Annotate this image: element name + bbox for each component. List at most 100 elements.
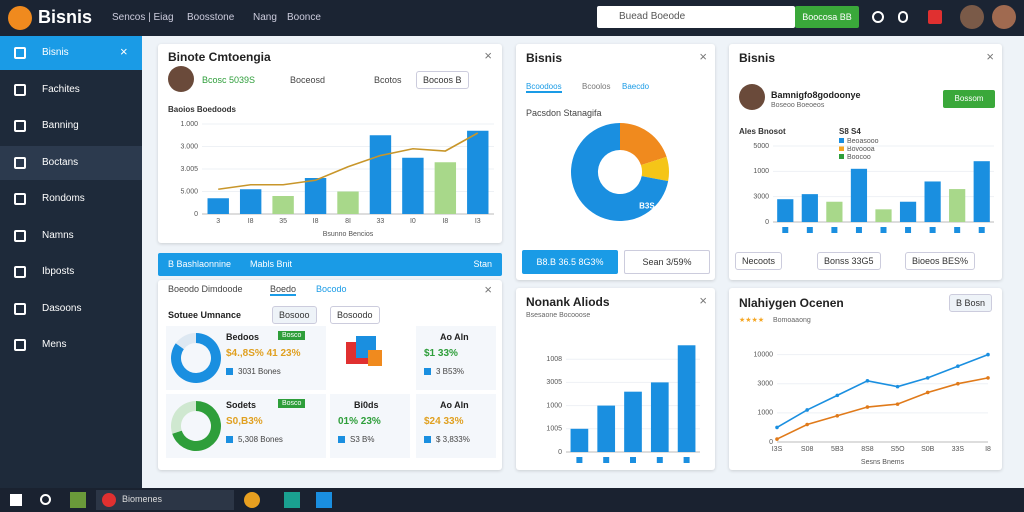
sidebar-icon <box>14 339 26 351</box>
sales-panel: Binote Cmtoengia × Bcosc 5039S Boceosd B… <box>158 44 502 243</box>
panel-title: Bisnis <box>739 51 776 65</box>
sidebar-item[interactable]: Mens <box>0 328 142 362</box>
close[interactable]: × <box>699 293 707 308</box>
banner-action[interactable]: Stan <box>473 259 492 269</box>
sidebar-item[interactable]: Banning <box>0 109 142 143</box>
nav-link[interactable]: Sencos | Eiag <box>112 12 174 23</box>
button[interactable]: B Bosn <box>949 294 993 312</box>
chip[interactable]: Bonss 33G5 <box>817 252 881 270</box>
tab[interactable]: Baecdo <box>622 82 650 91</box>
metric-label: Ao Aln <box>440 332 469 342</box>
x-tick-icon <box>782 227 789 233</box>
tab[interactable]: Boedo <box>270 284 297 296</box>
metric-cell: Bi0ds 01% 23% S3 B% <box>330 394 410 458</box>
y-tick-label: 5000 <box>753 143 769 150</box>
close[interactable]: × <box>986 49 994 64</box>
button[interactable]: Bossom <box>943 90 995 108</box>
active-app[interactable]: Biomenes <box>96 490 234 510</box>
bar <box>207 198 229 214</box>
button[interactable]: Bosooo <box>272 306 317 324</box>
chip[interactable]: Bocoos B <box>416 71 469 89</box>
sidebar-item[interactable]: Dasoons <box>0 292 142 326</box>
x-tick-label: 5B3 <box>831 446 844 453</box>
x-tick-label: I3 <box>475 218 481 225</box>
avatar[interactable] <box>992 5 1016 29</box>
x-tick-label: 8I <box>345 218 351 225</box>
search-box[interactable]: Buead Boeode <box>597 6 795 28</box>
metric-cell: Ao Aln $1 33% 3 B53% <box>416 326 496 390</box>
tab[interactable]: Bcoolos <box>582 82 611 91</box>
tab[interactable]: Bocodo <box>316 284 347 294</box>
sidebar-label: Dasoons <box>42 302 82 314</box>
sidebar-label: Boctans <box>42 156 79 168</box>
bar <box>369 135 392 214</box>
legend-label: Beoasooo <box>847 138 879 145</box>
x-tick-icon <box>954 227 961 233</box>
avatar[interactable] <box>960 5 984 29</box>
search-button[interactable]: Boocosa BB <box>795 6 859 28</box>
bar <box>597 405 616 452</box>
metric-cell: Sodets Bosco S0,B3% 5,308 Bones <box>166 394 326 458</box>
metric-value: $4.,8S% 41 23% <box>226 348 301 359</box>
chip[interactable]: Bioeos BES% <box>905 252 976 270</box>
search-icon[interactable] <box>40 494 51 505</box>
close[interactable]: × <box>484 48 492 63</box>
users-panel: Bisnis × Bamnigfo8godoonye Boseoo Boeoeo… <box>729 44 1002 280</box>
app-icon[interactable] <box>70 492 86 508</box>
metric-label: Bedoos <box>226 332 260 342</box>
legend-swatch <box>839 146 844 151</box>
metric-cell: Ao Aln $24 33% $ 3,833% <box>416 394 496 458</box>
notification[interactable] <box>928 10 942 24</box>
button[interactable]: B8.B 36.5 8G3% <box>522 250 618 274</box>
bar <box>801 194 818 222</box>
close[interactable]: × <box>120 44 128 59</box>
start-button[interactable] <box>10 494 22 506</box>
rank-panel: Nonank Aliods × Bsesaone Bocooose 0 1005 1… <box>516 288 715 470</box>
sidebar-icon <box>14 302 26 315</box>
app-icon[interactable] <box>244 492 260 508</box>
panel-title: Nlahiygen Ocenen <box>739 296 844 310</box>
nav-link[interactable]: Boonce <box>287 12 321 23</box>
app-title: Biomenes <box>122 494 163 504</box>
sidebar-item[interactable]: Bisnis × <box>0 36 142 70</box>
y-tick-label: 1000 <box>546 402 562 409</box>
icon[interactable] <box>898 11 908 23</box>
app-icon[interactable] <box>284 492 300 508</box>
search-placeholder: Buead Boeode <box>619 11 686 22</box>
bar <box>650 382 669 452</box>
nav-link[interactable]: Nang <box>253 12 277 23</box>
button[interactable]: Bosoodo <box>330 306 380 324</box>
close[interactable]: × <box>699 49 707 64</box>
pie-slice <box>640 156 669 182</box>
nav-link[interactable]: Boosstone <box>187 12 235 23</box>
legend-label: Bovoooa <box>847 146 875 153</box>
sidebar-item[interactable]: Boctans <box>0 145 142 180</box>
icon[interactable] <box>872 11 884 23</box>
user-sub: Boseoo Boeoeos <box>771 102 825 109</box>
app-icon[interactable] <box>316 492 332 508</box>
x-tick-label: I3S <box>772 446 783 453</box>
sidebar-item[interactable]: Rondoms <box>0 182 142 216</box>
sidebar-item[interactable]: Namns <box>0 219 142 253</box>
line <box>218 132 479 191</box>
bar <box>272 196 294 214</box>
sidebar-item[interactable]: Ibposts <box>0 255 142 289</box>
sidebar-item[interactable]: Fachites <box>0 73 142 107</box>
metric-value: $24 33% <box>424 416 464 427</box>
panel-title: Binote Cmtoengia <box>168 50 271 64</box>
x-tick-label: I8 <box>985 446 991 453</box>
legend-swatch <box>839 138 844 143</box>
button[interactable]: Sean 3/59% <box>624 250 710 274</box>
sidebar-icon <box>14 120 26 132</box>
metric-sub-icon <box>338 436 345 443</box>
close[interactable]: × <box>484 282 492 297</box>
tab[interactable]: Boeodo Dimdoode <box>168 284 243 294</box>
y-tick-label: 3005 <box>546 379 562 386</box>
section-title: Sotuee Umnance <box>168 310 242 320</box>
legend-title: S8 S4 <box>839 127 861 136</box>
tab[interactable]: Bcoodoos <box>526 82 562 93</box>
chip[interactable]: Necoots <box>735 252 783 270</box>
chart-title: Baoios Boedoods <box>168 105 237 114</box>
legend-swatch <box>839 154 844 159</box>
